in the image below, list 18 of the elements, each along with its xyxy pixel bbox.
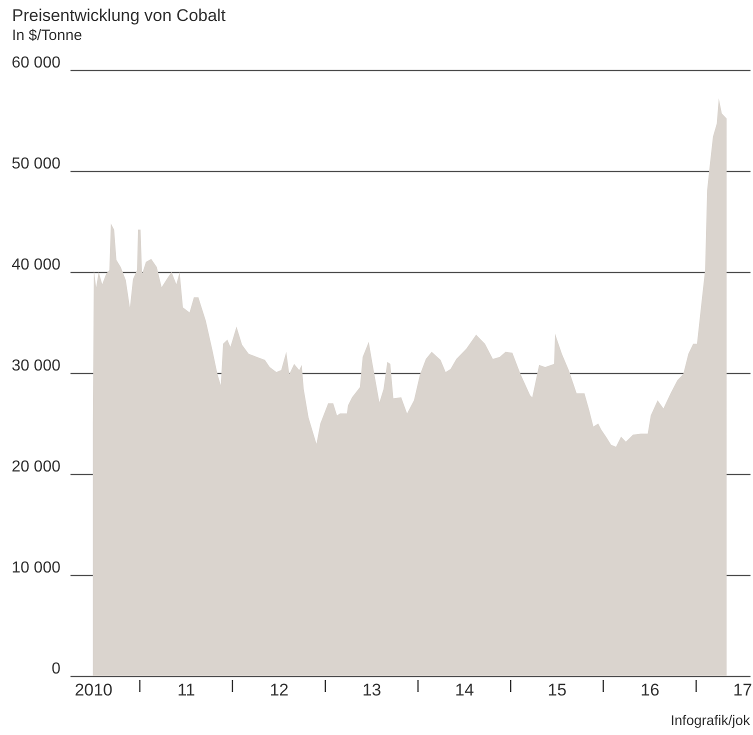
y-tick-label: 20 000 — [12, 458, 61, 476]
text: Infografik/jok — [670, 712, 751, 728]
x-tick-label: 11 — [177, 680, 196, 700]
x-tick-label: 14 — [454, 680, 474, 700]
x-tick-label: 16 — [640, 680, 660, 700]
x-tick-label: 17 — [733, 680, 752, 700]
y-tick-label: 50 000 — [12, 156, 61, 172]
y-tick-label: 40 000 — [12, 256, 61, 274]
x-tick-label: 15 — [548, 680, 567, 700]
x-tick-label: 2010 — [74, 680, 113, 700]
y-tick-label: 0 — [52, 660, 61, 678]
x-tick-label: 12 — [270, 680, 289, 700]
y-tick-label: 30 000 — [12, 358, 61, 374]
chart-subtitle: In $/Tonne — [12, 27, 82, 44]
y-tick-label: 60 000 — [12, 54, 61, 72]
chart-title: Preisentwicklung von Cobalt — [12, 6, 226, 25]
y-tick-label: 10 000 — [12, 560, 61, 576]
x-tick-label: 13 — [362, 680, 382, 700]
